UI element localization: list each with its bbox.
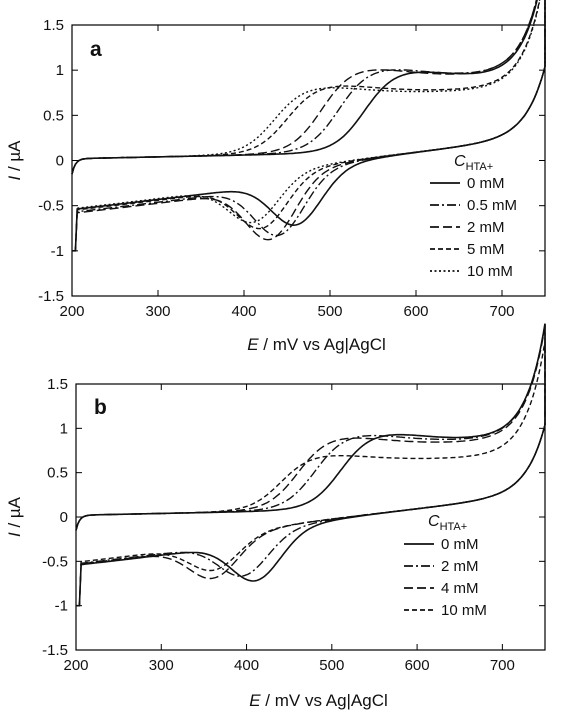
series-line-10-mm xyxy=(71,0,546,252)
legend-entry-label: 4 mM xyxy=(441,580,479,597)
y-tick-label: -1.5 xyxy=(42,642,68,659)
y-tick-label: -1 xyxy=(51,243,64,260)
legend-entry-label: 0.5 mM xyxy=(467,197,517,214)
legend-entry-label: 5 mM xyxy=(467,241,505,258)
y-tick-label: 0.5 xyxy=(43,107,64,124)
x-tick-label: 700 xyxy=(489,303,514,320)
y-tick-label: 1 xyxy=(56,62,64,79)
legend-title: CHTA+ xyxy=(428,513,467,533)
panel-label: a xyxy=(90,38,102,61)
panel-label: b xyxy=(94,396,107,419)
y-axis-label: I / µA xyxy=(5,140,24,181)
y-tick-label: 0 xyxy=(60,509,68,526)
legend-entry-label: 0 mM xyxy=(467,175,505,192)
y-tick-label: 1.5 xyxy=(43,17,64,34)
y-tick-label: 0.5 xyxy=(47,465,68,482)
legend-entry-label: 0 mM xyxy=(441,536,479,553)
y-tick-label: -0.5 xyxy=(38,198,64,215)
legend-entry-label: 10 mM xyxy=(467,263,513,280)
y-axis-label: I / µA xyxy=(5,496,24,537)
x-tick-label: 300 xyxy=(145,303,170,320)
x-tick-label: 600 xyxy=(405,657,430,674)
x-axis-label: E / mV vs Ag|AgCl xyxy=(249,691,388,710)
y-tick-label: -1.5 xyxy=(38,288,64,305)
x-tick-label: 400 xyxy=(234,657,259,674)
series-line-2-mm xyxy=(71,0,546,252)
x-tick-label: 700 xyxy=(490,657,515,674)
x-axis-label: E / mV vs Ag|AgCl xyxy=(247,335,386,354)
x-tick-label: 300 xyxy=(149,657,174,674)
x-tick-label: 600 xyxy=(403,303,428,320)
x-tick-label: 500 xyxy=(317,303,342,320)
y-tick-label: 1.5 xyxy=(47,376,68,393)
y-tick-label: 0 xyxy=(56,153,64,170)
legend: CHTA+ 0 mM 0.5 mM 2 mM 5 mM 10 mM xyxy=(430,153,517,280)
legend-entry-label: 2 mM xyxy=(467,219,505,236)
x-tick-label: 200 xyxy=(63,657,88,674)
series-line-10-mm xyxy=(75,341,546,607)
legend-entry-label: 2 mM xyxy=(441,558,479,575)
y-tick-label: -0.5 xyxy=(42,553,68,570)
legend-title: CHTA+ xyxy=(454,153,493,173)
chart-panel-a: 200 300 400 500 600 700 1.5 1 0.5 0 -0.5 -1 -1.5 a E /… xyxy=(5,0,546,354)
legend-entry-label: 10 mM xyxy=(441,602,487,619)
y-tick-label: 1 xyxy=(60,420,68,437)
x-tick-label: 200 xyxy=(59,303,84,320)
y-tick-label: -1 xyxy=(55,598,68,615)
x-tick-label: 500 xyxy=(319,657,344,674)
chart-panel-b: 200 300 400 500 600 700 1.5 1 0.5 0 -0.5 -1 -1.5 b E /… xyxy=(5,323,546,710)
legend: CHTA+ 0 mM 2 mM 4 mM 10 mM xyxy=(404,513,487,619)
x-tick-label: 400 xyxy=(231,303,256,320)
